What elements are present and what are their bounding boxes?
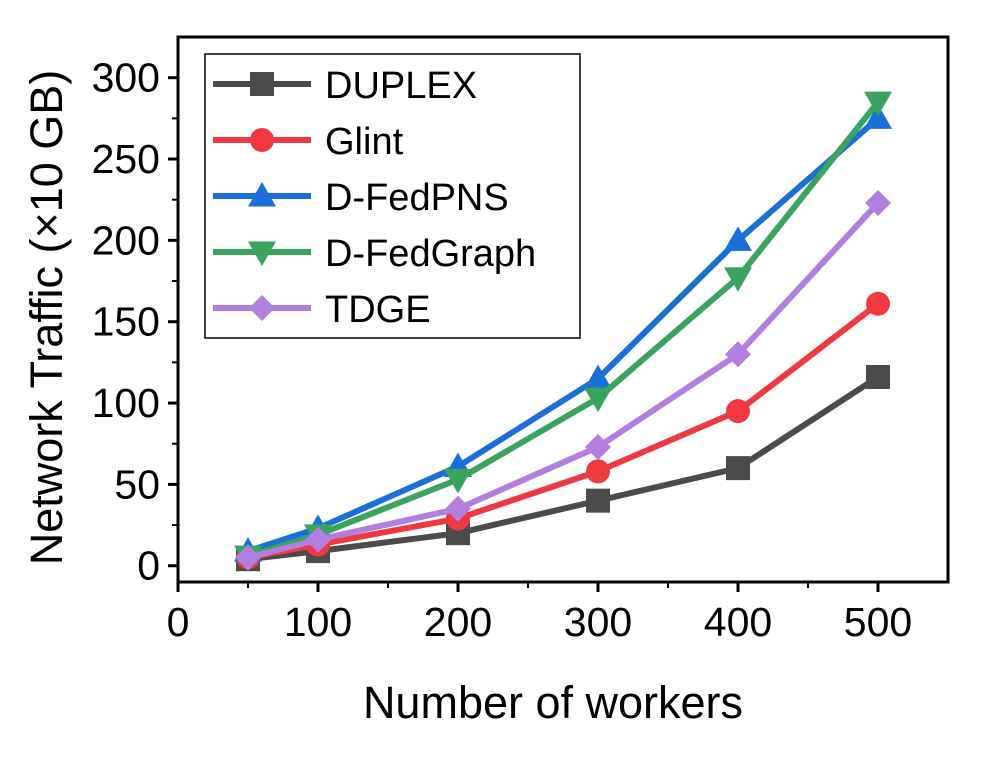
data-point-d-fedpns	[724, 226, 752, 251]
legend-label-d-fedpns: D-FedPNS	[325, 177, 509, 219]
y-tick-label: 200	[92, 217, 160, 263]
data-point-tdge	[305, 526, 331, 553]
y-tick-label: 100	[92, 380, 160, 426]
series-line-tdge	[247, 200, 881, 561]
data-point-duplex	[726, 456, 750, 481]
y-tick-label: 0	[137, 543, 160, 589]
x-tick-label: 400	[704, 599, 772, 645]
legend-label-duplex: DUPLEX	[325, 65, 477, 107]
y-tick-label: 300	[92, 55, 160, 101]
legend-label-d-fedgraph: D-FedGraph	[325, 233, 536, 275]
data-point-d-fedpns	[864, 104, 892, 129]
data-point-tdge	[445, 495, 471, 522]
data-point-d-fedgraph	[444, 469, 472, 494]
data-point-tdge	[585, 433, 611, 460]
y-tick-label: 50	[114, 461, 160, 507]
data-point-duplex	[866, 365, 890, 390]
legend-label-tdge: TDGE	[325, 289, 431, 331]
data-point-duplex	[586, 488, 610, 513]
data-point-glint	[726, 399, 750, 424]
legend-marker-d-fedpns	[248, 182, 276, 207]
y-tick-label: 150	[92, 299, 160, 345]
legend-marker-d-fedgraph	[248, 241, 276, 266]
plot-frame	[176, 35, 950, 584]
x-axis-label: Number of workers	[363, 677, 743, 728]
series-line-d-fedgraph	[247, 100, 881, 559]
y-axis-label: Network Traffic (×10 GB)	[21, 70, 72, 566]
data-point-glint	[866, 291, 890, 316]
data-point-d-fedpns	[584, 364, 612, 390]
legend-marker-glint	[250, 128, 274, 152]
data-point-tdge	[725, 341, 751, 368]
x-tick-label: 0	[167, 599, 190, 645]
x-tick-label: 100	[284, 599, 352, 645]
x-tick-label: 300	[564, 599, 632, 645]
x-tick-label: 200	[424, 599, 492, 645]
data-point-d-fedgraph	[584, 387, 612, 413]
y-tick-label: 250	[92, 136, 160, 182]
data-point-tdge	[865, 189, 891, 216]
legend-marker-duplex	[250, 72, 274, 96]
data-point-d-fedgraph	[864, 91, 892, 117]
x-tick-label: 500	[844, 599, 912, 645]
data-point-tdge	[235, 544, 261, 571]
legend-label-glint: Glint	[325, 121, 404, 163]
series-line-d-fedpns	[247, 116, 880, 554]
data-point-glint	[586, 459, 610, 484]
legend-marker-tdge	[249, 295, 275, 321]
data-point-d-fedgraph	[724, 267, 752, 292]
